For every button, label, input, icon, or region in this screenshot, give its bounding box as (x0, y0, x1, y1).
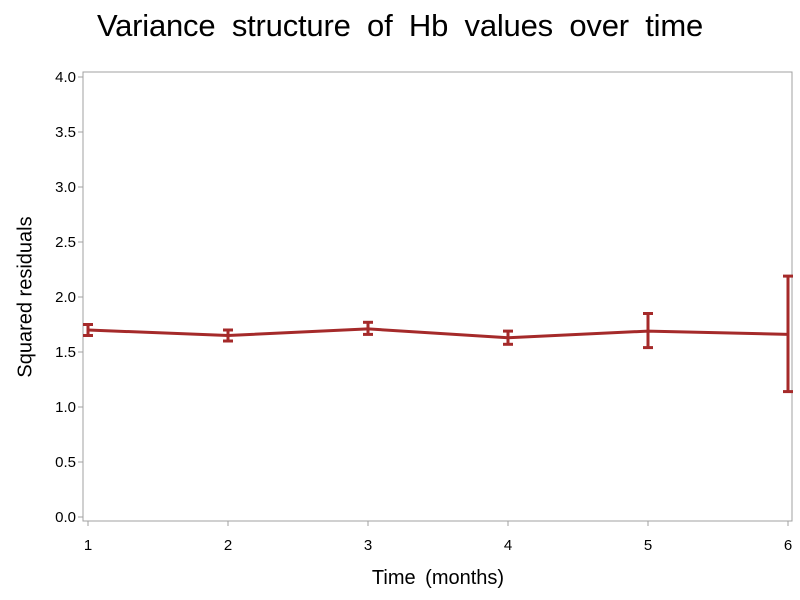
y-tick-label: 3.5 (55, 124, 76, 141)
y-tick-label: 0.5 (55, 454, 76, 471)
y-tick-label: 1.0 (55, 399, 76, 416)
y-axis-label: Squared residuals (14, 216, 37, 378)
y-tick-label: 3.0 (55, 179, 76, 196)
x-tick-label: 5 (644, 537, 652, 554)
plot-frame (82, 71, 793, 522)
x-tick-label: 6 (784, 537, 792, 554)
y-tick-label: 4.0 (55, 69, 76, 86)
series-group (83, 274, 793, 394)
x-tick-label: 1 (84, 537, 92, 554)
y-tick-label: 1.5 (55, 344, 76, 361)
chart-title: Variance structure of Hb values over tim… (96, 8, 704, 43)
y-tick-label: 2.0 (55, 289, 76, 306)
y-axis-ticks: 0.0 0.5 1.0 1.5 2.0 2.5 3.0 3.5 4.0 (55, 69, 83, 526)
x-axis-label: Time (months) (371, 567, 505, 589)
x-tick-label: 4 (504, 537, 512, 554)
y-tick-label: 2.5 (55, 234, 76, 251)
x-tick-label: 3 (364, 537, 372, 554)
x-tick-label: 2 (224, 537, 232, 554)
x-axis-ticks: 1 2 3 4 5 6 (84, 521, 792, 554)
series-line (87, 327, 789, 340)
y-tick-label: 0.0 (55, 509, 76, 526)
